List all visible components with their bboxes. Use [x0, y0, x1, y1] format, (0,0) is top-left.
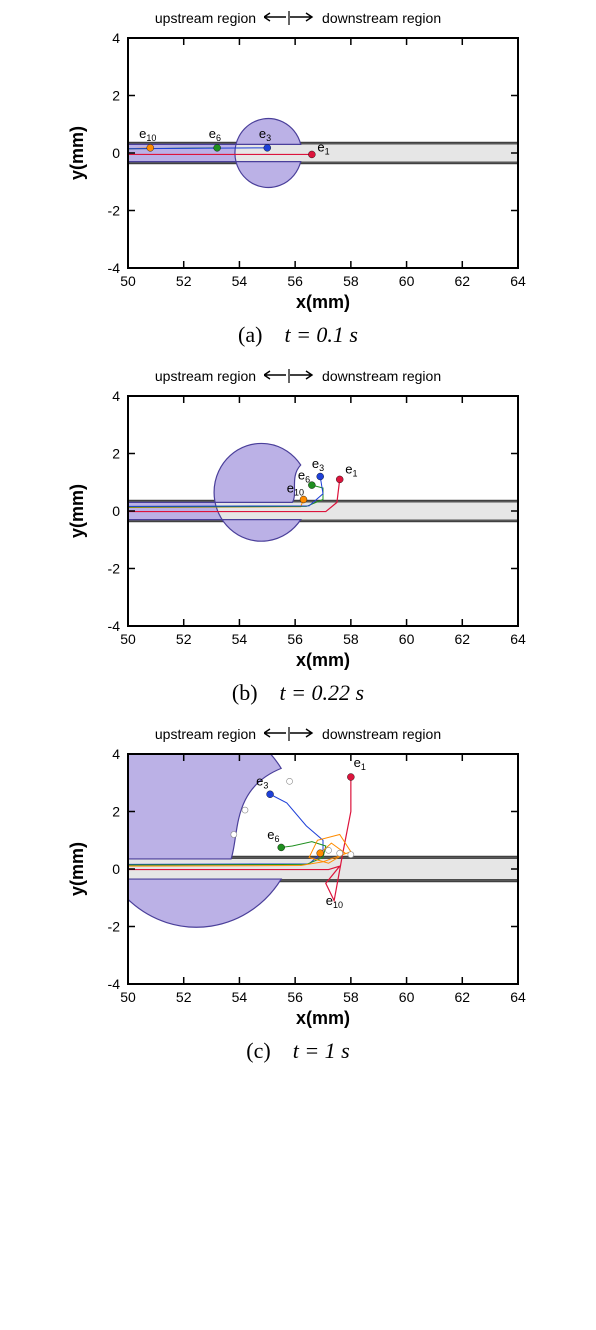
marker-e6	[278, 844, 285, 851]
arrow-separator	[264, 369, 314, 383]
panel-caption: (c) t = 1 s	[0, 1038, 596, 1064]
xtick-label: 58	[343, 989, 359, 1005]
xtick-label: 56	[287, 631, 303, 647]
marker-e3	[267, 791, 274, 798]
upstream-label: upstream region	[155, 726, 256, 742]
downstream-label: downstream region	[322, 726, 441, 742]
caption-time: t = 0.22 s	[280, 680, 365, 705]
marker-e6	[214, 144, 221, 151]
ytick-label: 2	[112, 88, 120, 104]
xtick-label: 58	[343, 273, 359, 289]
xtick-label: 52	[176, 273, 192, 289]
chart-wrap: e1e3e6e105052545658606264-4-2024x(mm)y(m…	[0, 744, 596, 1034]
x-axis-label: x(mm)	[296, 650, 350, 670]
x-axis-label: x(mm)	[296, 1008, 350, 1028]
chart-panel-c: e1e3e6e105052545658606264-4-2024x(mm)y(m…	[58, 744, 538, 1034]
caption-letter: (a)	[238, 322, 262, 347]
xtick-label: 62	[454, 273, 470, 289]
white-dot-5	[348, 852, 354, 858]
marker-e10	[317, 850, 324, 857]
white-dot-0	[287, 778, 293, 784]
caption-letter: (c)	[246, 1038, 270, 1063]
downstream-label: downstream region	[322, 368, 441, 384]
chart-wrap: e1e3e6e105052545658606264-4-2024x(mm)y(m…	[0, 386, 596, 676]
upstream-label: upstream region	[155, 10, 256, 26]
marker-e3	[264, 144, 271, 151]
arrow-separator	[264, 11, 314, 25]
region-header: upstream region downstream region	[0, 10, 596, 26]
region-header: upstream region downstream region	[0, 368, 596, 384]
arrow-right-icon	[290, 12, 314, 24]
marker-e3	[317, 473, 324, 480]
xtick-label: 60	[399, 989, 415, 1005]
ytick-label: 2	[112, 446, 120, 462]
ytick-label: 4	[112, 388, 120, 404]
chart-panel-b: e1e3e6e105052545658606264-4-2024x(mm)y(m…	[58, 386, 538, 676]
white-dot-4	[337, 850, 343, 856]
caption-letter: (b)	[232, 680, 258, 705]
caption-time: t = 1 s	[293, 1038, 350, 1063]
region-header: upstream region downstream region	[0, 726, 596, 742]
xtick-label: 60	[399, 631, 415, 647]
marker-e10	[147, 144, 154, 151]
upstream-label: upstream region	[155, 368, 256, 384]
ytick-label: 2	[112, 804, 120, 820]
ytick-label: 0	[112, 861, 120, 877]
ytick-label: 4	[112, 746, 120, 762]
panel-caption: (a) t = 0.1 s	[0, 322, 596, 348]
panel-c: upstream region downstream region e1e3e6…	[0, 726, 596, 1064]
arrow-right-icon	[290, 370, 314, 382]
xtick-label: 50	[120, 989, 136, 1005]
caption-time: t = 0.1 s	[284, 322, 358, 347]
ytick-label: -2	[108, 203, 121, 219]
panel-b: upstream region downstream region e1e3e6…	[0, 368, 596, 706]
xtick-label: 54	[232, 631, 248, 647]
xtick-label: 56	[287, 989, 303, 1005]
xtick-label: 54	[232, 989, 248, 1005]
white-dot-2	[231, 832, 237, 838]
xtick-label: 62	[454, 631, 470, 647]
xtick-label: 60	[399, 273, 415, 289]
marker-e1	[308, 151, 315, 158]
chart-wrap: e1e3e6e105052545658606264-4-2024x(mm)y(m…	[0, 28, 596, 318]
y-axis-label: y(mm)	[67, 842, 87, 896]
ytick-label: -4	[108, 976, 121, 992]
ytick-label: 0	[112, 503, 120, 519]
arrow-separator	[264, 727, 314, 741]
arrow-left-icon	[264, 12, 288, 24]
arrow-left-icon	[264, 370, 288, 382]
white-dot-1	[242, 807, 248, 813]
marker-e1	[347, 774, 354, 781]
arrow-left-icon	[264, 728, 288, 740]
xtick-label: 56	[287, 273, 303, 289]
ytick-label: -4	[108, 618, 121, 634]
xtick-label: 64	[510, 989, 526, 1005]
ytick-label: 4	[112, 30, 120, 46]
xtick-label: 50	[120, 273, 136, 289]
ytick-label: -4	[108, 260, 121, 276]
xtick-label: 54	[232, 273, 248, 289]
downstream-label: downstream region	[322, 10, 441, 26]
xtick-label: 58	[343, 631, 359, 647]
x-axis-label: x(mm)	[296, 292, 350, 312]
xtick-label: 62	[454, 989, 470, 1005]
xtick-label: 64	[510, 273, 526, 289]
ytick-label: -2	[108, 561, 121, 577]
arrow-right-icon	[290, 728, 314, 740]
panel-caption: (b) t = 0.22 s	[0, 680, 596, 706]
ytick-label: 0	[112, 145, 120, 161]
marker-e1	[336, 476, 343, 483]
chart-panel-a: e1e3e6e105052545658606264-4-2024x(mm)y(m…	[58, 28, 538, 318]
ytick-label: -2	[108, 919, 121, 935]
xtick-label: 52	[176, 631, 192, 647]
xtick-label: 52	[176, 989, 192, 1005]
panel-a: upstream region downstream region e1e3e6…	[0, 10, 596, 348]
y-axis-label: y(mm)	[67, 484, 87, 538]
white-dot-3	[326, 847, 332, 853]
y-axis-label: y(mm)	[67, 126, 87, 180]
xtick-label: 64	[510, 631, 526, 647]
xtick-label: 50	[120, 631, 136, 647]
